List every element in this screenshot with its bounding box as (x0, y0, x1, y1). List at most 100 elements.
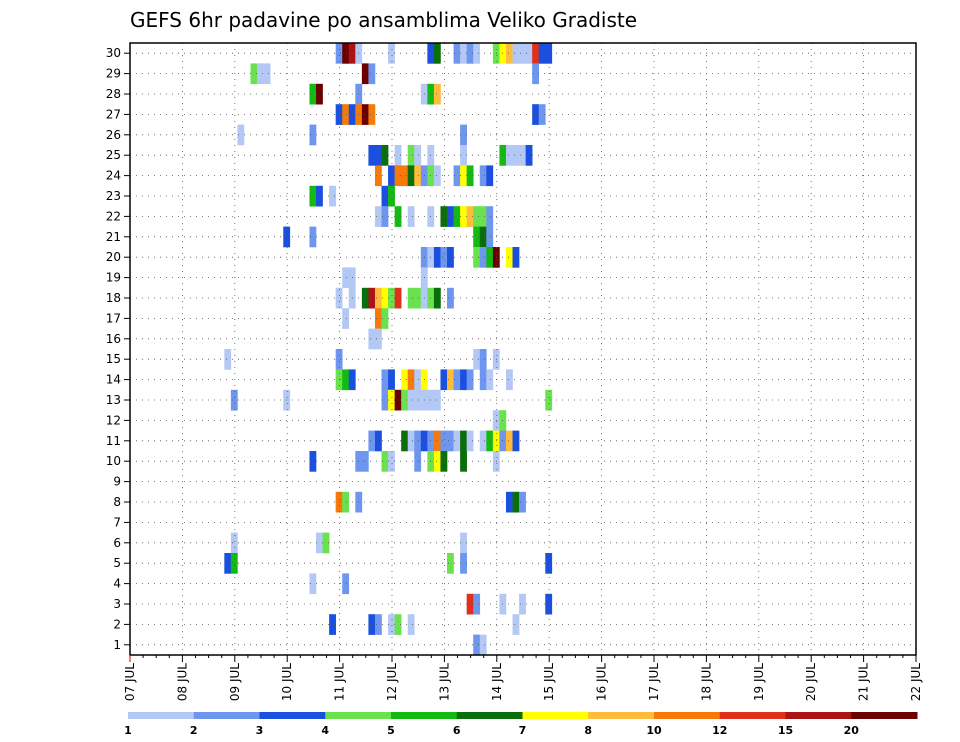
legend-swatch (325, 712, 392, 719)
legend-swatch (193, 712, 260, 719)
precip-cell (263, 63, 271, 85)
precip-cell (433, 165, 441, 187)
precip-cell (368, 63, 376, 85)
precip-cell (440, 430, 448, 452)
precip-cell (407, 206, 415, 227)
x-tick-label: 14 JUL (490, 663, 504, 701)
precip-cell (532, 63, 540, 85)
precip-cell (374, 430, 382, 452)
precip-cell (453, 43, 461, 64)
y-tick-label: 20 (106, 250, 121, 264)
data-cells (224, 43, 553, 656)
precip-cell (374, 145, 382, 166)
precip-cell (388, 165, 395, 187)
x-tick-label: 07 JUL (123, 663, 137, 701)
precip-cell (433, 430, 441, 452)
precip-cell (532, 104, 540, 125)
precip-cell (505, 247, 513, 268)
precip-cell (473, 593, 481, 615)
precip-cell (329, 614, 336, 635)
x-tick-label: 22 JUL (909, 663, 923, 701)
precip-cell (335, 491, 343, 513)
precip-cell (545, 553, 553, 574)
precip-cell (316, 532, 323, 554)
precip-cell (322, 532, 330, 554)
precip-cell (374, 614, 382, 635)
precip-cell (250, 63, 258, 85)
x-tick-label: 13 JUL (437, 663, 451, 701)
y-tick-label: 13 (106, 393, 121, 407)
precip-cell (512, 145, 520, 166)
y-tick-label: 3 (113, 597, 121, 611)
precip-cell (394, 389, 402, 411)
y-tick-label: 23 (106, 189, 121, 203)
precip-cell (309, 451, 317, 472)
y-tick-label: 5 (113, 556, 121, 570)
precip-cell (414, 430, 422, 452)
y-tick-label: 1 (113, 638, 121, 652)
y-tick-label: 12 (106, 413, 121, 427)
precip-cell (309, 573, 317, 595)
precip-cell (460, 206, 467, 227)
precip-cell (309, 124, 317, 146)
legend-label: 10 (646, 724, 662, 737)
precip-cell (335, 369, 343, 391)
precip-cell (368, 430, 376, 452)
x-tick-label: 20 JUL (804, 663, 818, 701)
precip-cell (479, 206, 487, 227)
precip-cell (388, 614, 395, 635)
precip-cell (329, 185, 336, 207)
precip-cell (381, 389, 389, 411)
y-tick-label: 9 (113, 475, 121, 489)
y-tick-label: 16 (106, 332, 121, 346)
precip-cell (368, 614, 376, 635)
y-tick-label: 2 (113, 617, 121, 631)
precip-cell (519, 491, 526, 513)
y-tick-label: 22 (106, 209, 121, 223)
precip-cell (466, 206, 474, 227)
precip-cell (505, 491, 513, 513)
precip-cell (460, 124, 467, 146)
precip-cell (466, 43, 474, 64)
precip-cell (447, 206, 454, 227)
precip-cell (505, 369, 513, 391)
y-tick-label: 29 (106, 67, 121, 81)
precip-cell (545, 389, 553, 411)
precip-cell (453, 430, 461, 452)
y-tick-label: 10 (106, 454, 121, 468)
precip-cell (374, 206, 382, 227)
precip-cell (486, 247, 494, 268)
y-tick-label: 14 (106, 373, 121, 387)
precip-cell (486, 369, 494, 391)
precip-cell (394, 165, 402, 187)
precip-cell (381, 185, 389, 207)
y-tick-label: 4 (113, 577, 121, 591)
precip-cell (414, 451, 422, 472)
x-tick-label: 16 JUL (595, 663, 609, 701)
precip-cell (342, 267, 350, 289)
legend-label: 3 (256, 724, 264, 737)
legend-label: 7 (519, 724, 527, 737)
legend-label: 2 (190, 724, 198, 737)
precip-cell (414, 389, 422, 411)
precip-cell (394, 287, 402, 309)
x-tick-label: 17 JUL (647, 663, 661, 701)
precip-cell (394, 614, 402, 635)
precip-cell (525, 43, 533, 64)
chart-title: GEFS 6hr padavine po ansamblima Veliko G… (130, 8, 637, 32)
precip-cell (433, 451, 441, 472)
precip-cell (407, 287, 415, 309)
x-tick-label: 11 JUL (333, 663, 347, 701)
precip-cell (394, 206, 402, 227)
precip-cell (473, 226, 481, 248)
precip-cell (460, 43, 467, 64)
precip-cell (525, 145, 533, 166)
y-tick-label: 30 (106, 46, 121, 60)
precip-cell (335, 287, 343, 309)
precip-cell (381, 369, 389, 391)
precip-cell (388, 369, 395, 391)
precip-cell (335, 104, 343, 125)
precip-cell (230, 553, 238, 574)
precip-cell (309, 83, 317, 105)
precip-cell (479, 369, 487, 391)
